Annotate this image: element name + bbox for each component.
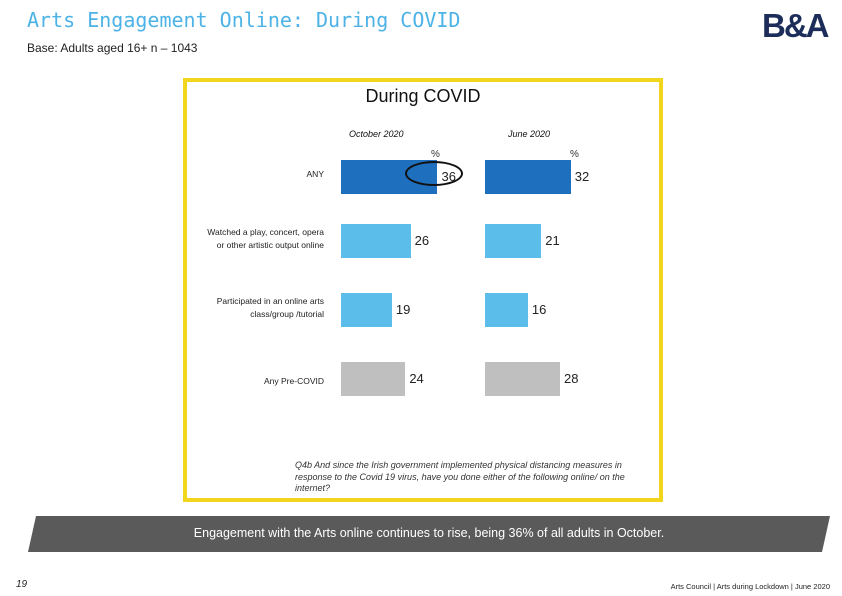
bar-october-row-4 xyxy=(341,362,406,396)
value-label-october-row-4: 24 xyxy=(409,371,424,386)
value-label-october-row-2: 26 xyxy=(414,233,430,248)
page-title: Arts Engagement Online: During COVID xyxy=(27,8,461,32)
highlight-ring xyxy=(405,161,463,186)
bar-june-row-1 xyxy=(485,160,571,194)
bar-june-row-3 xyxy=(485,293,528,327)
row-label-participated: Participated in an online arts class/gro… xyxy=(216,296,324,319)
bar-june-row-2 xyxy=(485,224,542,258)
series-label-october: October 2020 xyxy=(349,129,404,139)
logo-text: B&A xyxy=(762,7,829,42)
question-text: Q4b And since the Irish government imple… xyxy=(295,460,625,493)
summary-banner xyxy=(28,516,830,552)
pct-symbol-october: % xyxy=(431,149,440,160)
bar-june-row-4 xyxy=(485,362,561,396)
value-label-june-row-1: 32 xyxy=(574,169,590,184)
bar-october-row-3 xyxy=(341,293,392,327)
value-label-june-row-3: 16 xyxy=(531,302,547,317)
row-label-any: ANY xyxy=(306,169,324,179)
bar-october-row-2 xyxy=(341,224,411,258)
row-label-watched: Watched a play, concert, opera or other … xyxy=(207,227,324,250)
value-label-june-row-4: 28 xyxy=(564,371,579,386)
pct-symbol-june: % xyxy=(570,149,579,160)
value-label-october-row-3: 19 xyxy=(395,302,411,317)
chart-frame xyxy=(183,78,663,502)
row-label-pre-covid: Any Pre-COVID xyxy=(264,376,324,386)
footer-text: Arts Council | Arts during Lockdown | Ju… xyxy=(670,582,830,591)
ba-logo: B&A xyxy=(762,7,831,42)
chart-title: During COVID xyxy=(365,86,481,106)
summary-banner-text: Engagement with the Arts online continue… xyxy=(193,526,665,540)
value-label-june-row-2: 21 xyxy=(545,233,560,248)
base-note: Base: Adults aged 16+ n – 1043 xyxy=(27,41,198,55)
series-label-june: June 2020 xyxy=(508,129,551,139)
page-number: 19 xyxy=(16,579,28,590)
